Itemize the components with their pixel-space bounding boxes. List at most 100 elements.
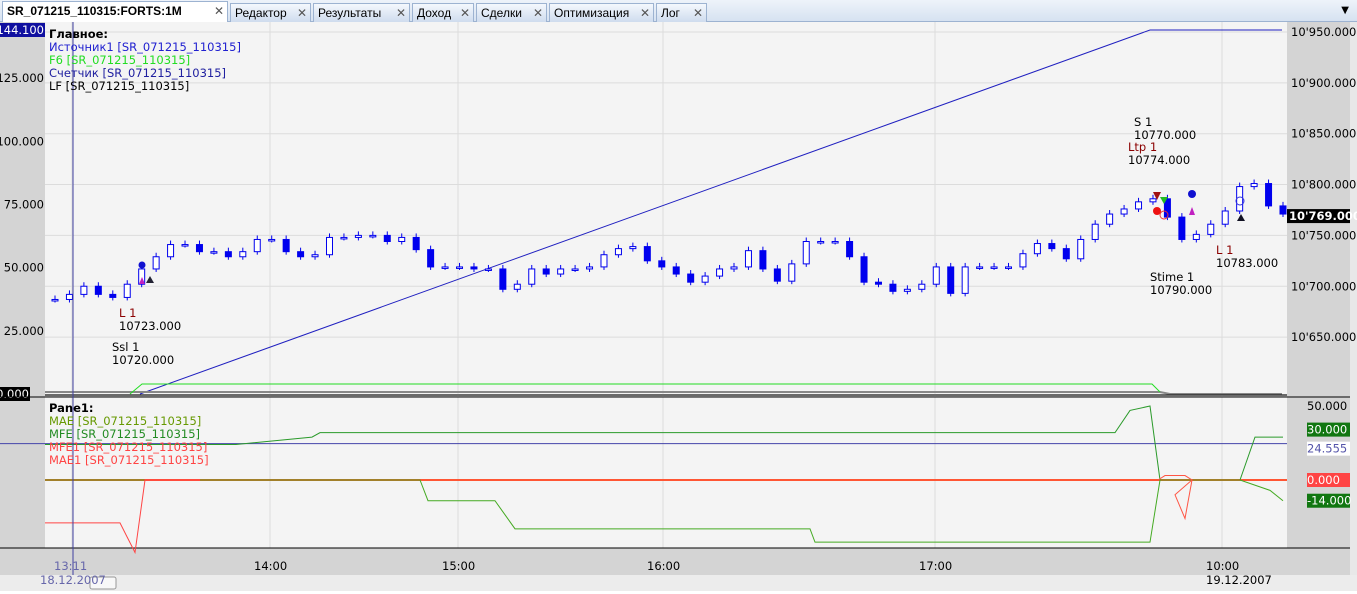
candle (1077, 238, 1085, 260)
tab-4[interactable]: Сделки ✕ (476, 3, 547, 22)
candle (1135, 201, 1143, 210)
scrollbar-thumb[interactable] (89, 576, 117, 590)
buy-arrow-icon (1237, 214, 1245, 221)
left-axis-label: 144.100 (0, 23, 44, 37)
price-axis-label: 10'950.000 (1291, 25, 1356, 39)
candle (123, 283, 131, 298)
candle (542, 268, 550, 275)
date-label: 19.12.2007 (1206, 573, 1272, 587)
trade-annotation: 10790.000 (1150, 283, 1212, 297)
candle (947, 266, 955, 294)
candle (831, 241, 839, 244)
tab-6[interactable]: Лог ✕ (656, 3, 707, 22)
price-axis-label: 10'650.000 (1291, 330, 1356, 344)
candle (94, 285, 102, 295)
tab-label: Сделки (481, 6, 522, 20)
left-axis-marker (0, 23, 45, 37)
candle (976, 266, 984, 269)
price-axis-label: 10'800.000 (1291, 178, 1356, 192)
candle (65, 293, 73, 300)
lower-pane-plot (45, 397, 1287, 548)
candle (990, 266, 998, 269)
candle (918, 283, 926, 290)
candle (1106, 213, 1114, 225)
signal-triangle-icon (1189, 207, 1195, 215)
tab-5[interactable]: Оптимизация ✕ (549, 3, 654, 22)
legend-entry: MFE1 [SR_071215_110315] (49, 440, 208, 454)
candle (846, 241, 854, 258)
candle (716, 268, 724, 277)
candle (1279, 205, 1287, 215)
legend-entry: MAE1 [SR_071215_110315] (49, 453, 209, 467)
vertical-scrollbar (1350, 22, 1357, 575)
candle (1250, 183, 1258, 188)
exit-marker (1153, 207, 1161, 215)
candle (802, 241, 810, 265)
tab-3[interactable]: Доход ✕ (412, 3, 474, 22)
candle (297, 251, 305, 258)
tab-1[interactable]: Редактор ✕ (230, 3, 311, 22)
buy-arrow-icon (146, 276, 154, 283)
candle (152, 256, 160, 270)
lower-pane-legend: Pane1: MAE [SR_071215_110315] MFE [SR_071… (49, 402, 209, 467)
close-tab-icon[interactable]: ✕ (459, 6, 470, 20)
candle (51, 298, 59, 302)
close-tab-icon[interactable]: ✕ (639, 6, 650, 20)
close-tab-icon[interactable]: ✕ (692, 6, 703, 20)
f6-line (129, 383, 1161, 395)
trade-annotation: S 1 (1134, 115, 1152, 129)
close-tab-icon[interactable]: ✕ (395, 6, 406, 20)
candle (369, 234, 377, 238)
candle (932, 266, 940, 285)
candle (614, 248, 622, 256)
value-marker (1307, 441, 1350, 456)
close-tab-icon[interactable]: ✕ (296, 6, 307, 20)
close-tab-icon[interactable]: ✕ (532, 6, 543, 20)
last-price-label: 10'769.000 (1289, 209, 1357, 223)
left-axis-label: 50.000 (4, 261, 44, 275)
value-marker (1307, 493, 1350, 508)
tab-label: Доход (417, 6, 452, 20)
time-axis-label: 15:00 (442, 559, 475, 573)
candle (1265, 183, 1273, 207)
price-axis-label: 10'750.000 (1291, 228, 1356, 242)
price-axis-label: 10'700.000 (1291, 279, 1356, 293)
left-axis-label: 75.000 (4, 198, 44, 212)
candle (773, 268, 781, 282)
candle (528, 268, 536, 285)
legend-entry: Источник1 [SR_071215_110315] (49, 40, 241, 54)
left-axis-label: 125.000 (0, 71, 44, 85)
main-pane-legend: Главное: Источник1 [SR_071215_110315] F6 … (49, 28, 241, 93)
candle (268, 238, 276, 242)
last-price-marker (1287, 209, 1350, 224)
time-axis-label: 14:00 (254, 559, 287, 573)
entry-marker (1188, 190, 1196, 198)
legend-entry: MFE [SR_071215_110315] (49, 427, 201, 441)
candle (354, 234, 362, 238)
candle (210, 251, 218, 254)
chart-canvas[interactable]: 10'950.000 10'900.000 10'850.000 10'800.000… (0, 22, 1357, 591)
tab-2[interactable]: Результаты ✕ (313, 3, 410, 22)
exit-marker (1159, 210, 1169, 220)
value-marker (1307, 473, 1350, 487)
tab-0[interactable]: SR_071215_110315:FORTS:1M ✕ (2, 1, 228, 22)
candle (1091, 223, 1099, 240)
candle (1062, 248, 1070, 260)
candle (1221, 210, 1229, 225)
tab-list-dropdown-icon[interactable]: ▼ (1341, 5, 1349, 16)
candle (412, 236, 420, 251)
time-axis-label: 13:11 (54, 559, 87, 573)
value-marker (1307, 422, 1350, 437)
candle (730, 266, 738, 270)
horizontal-scrollbar (0, 575, 1357, 591)
candle (788, 263, 796, 282)
chart-area[interactable]: 10'950.000 10'900.000 10'850.000 10'800.000… (0, 22, 1357, 591)
candle (253, 238, 261, 253)
trade-annotation: 10720.000 (112, 353, 174, 367)
candle (80, 285, 88, 295)
candle (1019, 253, 1027, 268)
candle (398, 236, 406, 243)
candle (701, 275, 709, 283)
close-tab-icon[interactable]: ✕ (213, 4, 224, 18)
entry-marker (138, 261, 146, 269)
